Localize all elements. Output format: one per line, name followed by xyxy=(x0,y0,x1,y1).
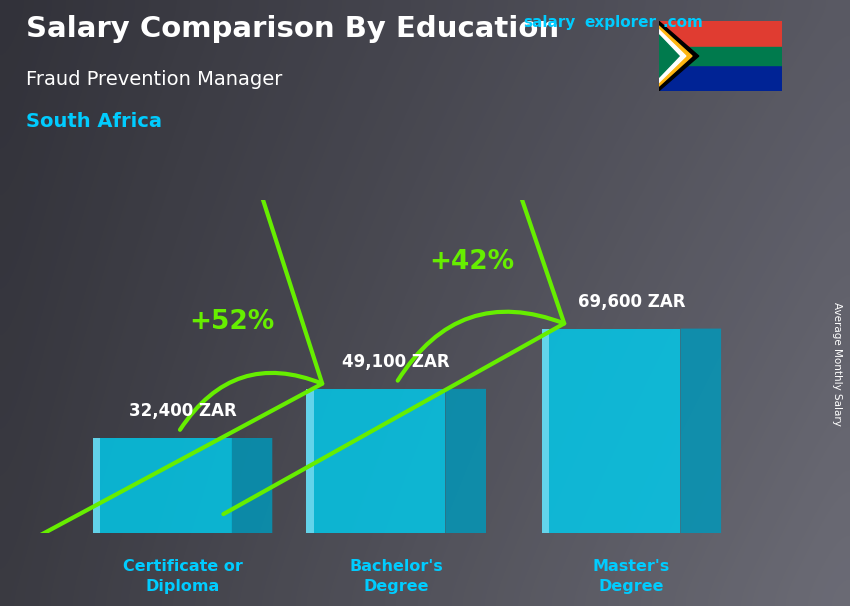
Text: +42%: +42% xyxy=(429,249,515,275)
Bar xyxy=(659,47,782,65)
FancyArrowPatch shape xyxy=(224,0,564,514)
Polygon shape xyxy=(681,328,721,533)
Text: 32,400 ZAR: 32,400 ZAR xyxy=(128,402,236,421)
Text: explorer: explorer xyxy=(584,15,656,30)
Text: Bachelor's
Degree: Bachelor's Degree xyxy=(349,559,443,593)
FancyArrowPatch shape xyxy=(0,12,322,568)
Polygon shape xyxy=(541,328,549,533)
Polygon shape xyxy=(659,35,679,78)
Text: Certificate or
Diploma: Certificate or Diploma xyxy=(122,559,242,593)
Text: South Africa: South Africa xyxy=(26,112,162,131)
Polygon shape xyxy=(232,438,272,533)
Polygon shape xyxy=(659,30,686,82)
Polygon shape xyxy=(659,26,692,86)
Text: Salary Comparison By Education: Salary Comparison By Education xyxy=(26,15,558,43)
Polygon shape xyxy=(307,389,445,533)
Bar xyxy=(659,56,782,91)
Text: .com: .com xyxy=(662,15,703,30)
Polygon shape xyxy=(307,389,314,533)
Text: salary: salary xyxy=(523,15,575,30)
Polygon shape xyxy=(93,438,100,533)
Text: +52%: +52% xyxy=(189,309,275,335)
Polygon shape xyxy=(93,438,232,533)
Text: 69,600 ZAR: 69,600 ZAR xyxy=(578,293,685,311)
Bar xyxy=(659,21,782,56)
Text: 49,100 ZAR: 49,100 ZAR xyxy=(343,353,450,371)
Text: Average Monthly Salary: Average Monthly Salary xyxy=(832,302,842,425)
Text: Master's
Degree: Master's Degree xyxy=(592,559,670,593)
Text: Fraud Prevention Manager: Fraud Prevention Manager xyxy=(26,70,282,88)
Polygon shape xyxy=(445,389,486,533)
Polygon shape xyxy=(659,21,699,91)
Polygon shape xyxy=(541,328,681,533)
